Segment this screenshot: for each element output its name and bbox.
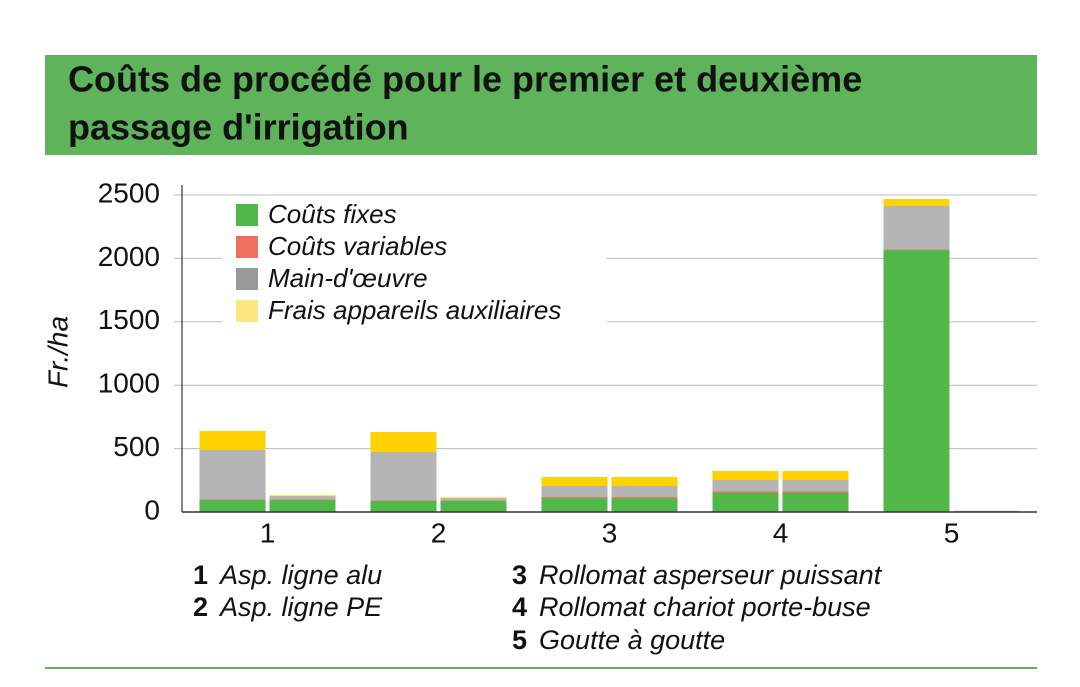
- bar-segment: [370, 500, 437, 512]
- bar-segment: [440, 497, 507, 499]
- chart-title: passage d'irrigation: [68, 107, 409, 148]
- legend-swatch: [236, 204, 258, 226]
- bar-segment: [199, 499, 266, 500]
- x-tick-label: 2: [431, 517, 447, 548]
- bar-segment: [370, 500, 437, 501]
- y-tick-label: 2500: [98, 177, 160, 208]
- bar-segment: [782, 492, 849, 512]
- bar-segment: [269, 496, 336, 500]
- title-band: [45, 55, 1037, 155]
- bar-segment: [541, 498, 608, 512]
- y-tick-label: 1500: [98, 304, 160, 335]
- bar-segment: [199, 499, 266, 512]
- bar-segment: [712, 480, 779, 492]
- bar-segment: [541, 477, 608, 487]
- bar-segment: [440, 498, 507, 501]
- bar-segment: [269, 499, 336, 500]
- legend-swatch: [236, 268, 258, 290]
- note-number: 5: [512, 625, 527, 655]
- legend-swatch: [236, 236, 258, 258]
- legend-label: Frais appareils auxiliaires: [268, 295, 561, 325]
- bar-segment: [541, 497, 608, 499]
- note-text: Asp. ligne PE: [218, 592, 383, 622]
- bar-segment: [883, 249, 950, 251]
- bar-segment: [883, 250, 950, 513]
- bar-segment: [712, 492, 779, 512]
- legend-swatch: [236, 300, 258, 322]
- x-tick-label: 4: [773, 517, 789, 548]
- note: 5 Goutte à goutte: [512, 625, 725, 655]
- bar-segment: [199, 430, 266, 450]
- bar-segment: [269, 499, 336, 512]
- legend-label: Main-d'œuvre: [268, 263, 428, 293]
- note-text: Asp. ligne alu: [218, 560, 382, 590]
- bar-segment: [199, 449, 266, 500]
- bar-segment: [611, 477, 678, 487]
- y-tick-label: 2000: [98, 241, 160, 272]
- note: 2 Asp. ligne PE: [193, 592, 383, 622]
- bar-segment: [269, 495, 336, 497]
- note-number: 4: [512, 592, 527, 622]
- note-text: Rollomat chariot porte-buse: [539, 592, 871, 622]
- bar-segment: [611, 486, 678, 498]
- bar-segment: [440, 500, 507, 501]
- bar-segment: [370, 431, 437, 453]
- bar-segment: [883, 199, 950, 207]
- y-tick-label: 1000: [98, 368, 160, 399]
- y-axis-label: Fr./ha: [42, 316, 73, 388]
- bar-segment: [712, 471, 779, 481]
- bar-segment: [611, 498, 678, 512]
- legend-label: Coûts variables: [268, 231, 447, 261]
- note: 3 Rollomat asperseur puissant: [512, 560, 883, 590]
- note-number: 2: [193, 592, 208, 622]
- bar-segment: [712, 491, 779, 493]
- x-tick-label: 3: [602, 517, 618, 548]
- x-tick-label: 5: [944, 517, 960, 548]
- x-tick-label: 1: [260, 517, 276, 548]
- bar-segment: [782, 471, 849, 481]
- note-text: Goutte à goutte: [539, 625, 725, 655]
- bar-segment: [782, 480, 849, 492]
- chart-title: Coûts de procédé pour le premier et deux…: [68, 59, 862, 100]
- bar-segment: [370, 452, 437, 501]
- note-number: 1: [193, 560, 208, 590]
- legend-label: Coûts fixes: [268, 199, 397, 229]
- bar-segment: [782, 491, 849, 493]
- bar-segment: [611, 497, 678, 499]
- note-text: Rollomat asperseur puissant: [539, 560, 883, 590]
- bar-segment: [541, 486, 608, 498]
- bar-segment: [883, 206, 950, 250]
- note: 4 Rollomat chariot porte-buse: [512, 592, 871, 622]
- y-tick-label: 0: [144, 494, 160, 525]
- bar-segment: [440, 500, 507, 512]
- legend-box: [222, 196, 607, 336]
- y-tick-label: 500: [113, 431, 160, 462]
- note-number: 3: [512, 560, 527, 590]
- note: 1 Asp. ligne alu: [193, 560, 382, 590]
